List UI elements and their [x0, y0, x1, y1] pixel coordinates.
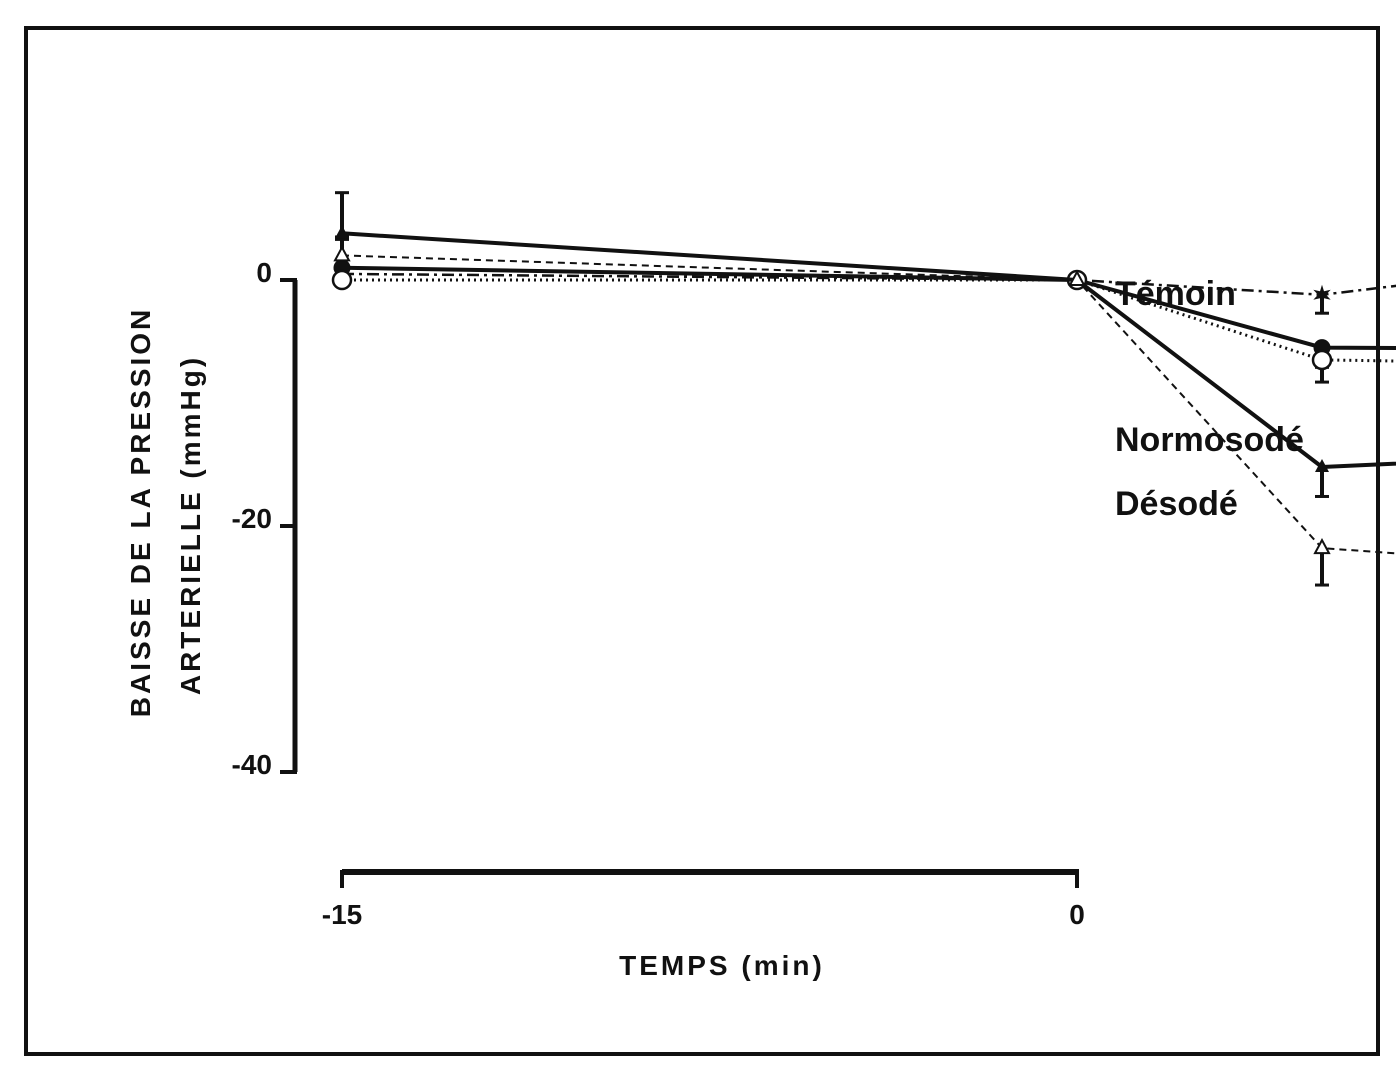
series-open-circle — [331, 237, 1396, 384]
data-point — [335, 225, 349, 239]
data-point — [1313, 538, 1331, 555]
legend-label-normosode: Normosodé — [1115, 421, 1304, 459]
data-point — [1313, 284, 1331, 305]
legend-label-desode: Désodé — [1115, 485, 1238, 523]
series-line — [341, 231, 1396, 469]
series-line — [341, 272, 1396, 297]
y-axis-title-line1: BAISSE DE LA PRESSION — [125, 307, 156, 717]
y-tick-label: 0 — [256, 257, 272, 288]
data-point — [1311, 349, 1333, 371]
x-ticks: -15015304560 — [322, 870, 1085, 930]
y-ticks: 0 -20 -40 — [232, 257, 297, 780]
series-open-triangle — [333, 245, 1396, 587]
chart-frame — [24, 26, 1380, 1056]
y-tick-label: -20 — [232, 503, 272, 534]
data-point — [331, 269, 353, 291]
series-line — [341, 265, 1396, 350]
data-point — [1315, 458, 1329, 472]
series-layer — [331, 191, 1396, 587]
data-point — [1068, 269, 1086, 286]
x-tick-label: -15 — [322, 899, 362, 930]
x-tick-label: 0 — [1069, 899, 1085, 930]
x-axis-title: TEMPS (min) — [619, 950, 825, 981]
legend-label-temoin: Témoin — [1115, 275, 1236, 313]
y-axis-title-line2: ARTERIELLE (mmHg) — [175, 355, 206, 695]
series-line — [341, 254, 1396, 555]
y-tick-label: -40 — [232, 749, 272, 780]
data-point — [333, 245, 351, 262]
